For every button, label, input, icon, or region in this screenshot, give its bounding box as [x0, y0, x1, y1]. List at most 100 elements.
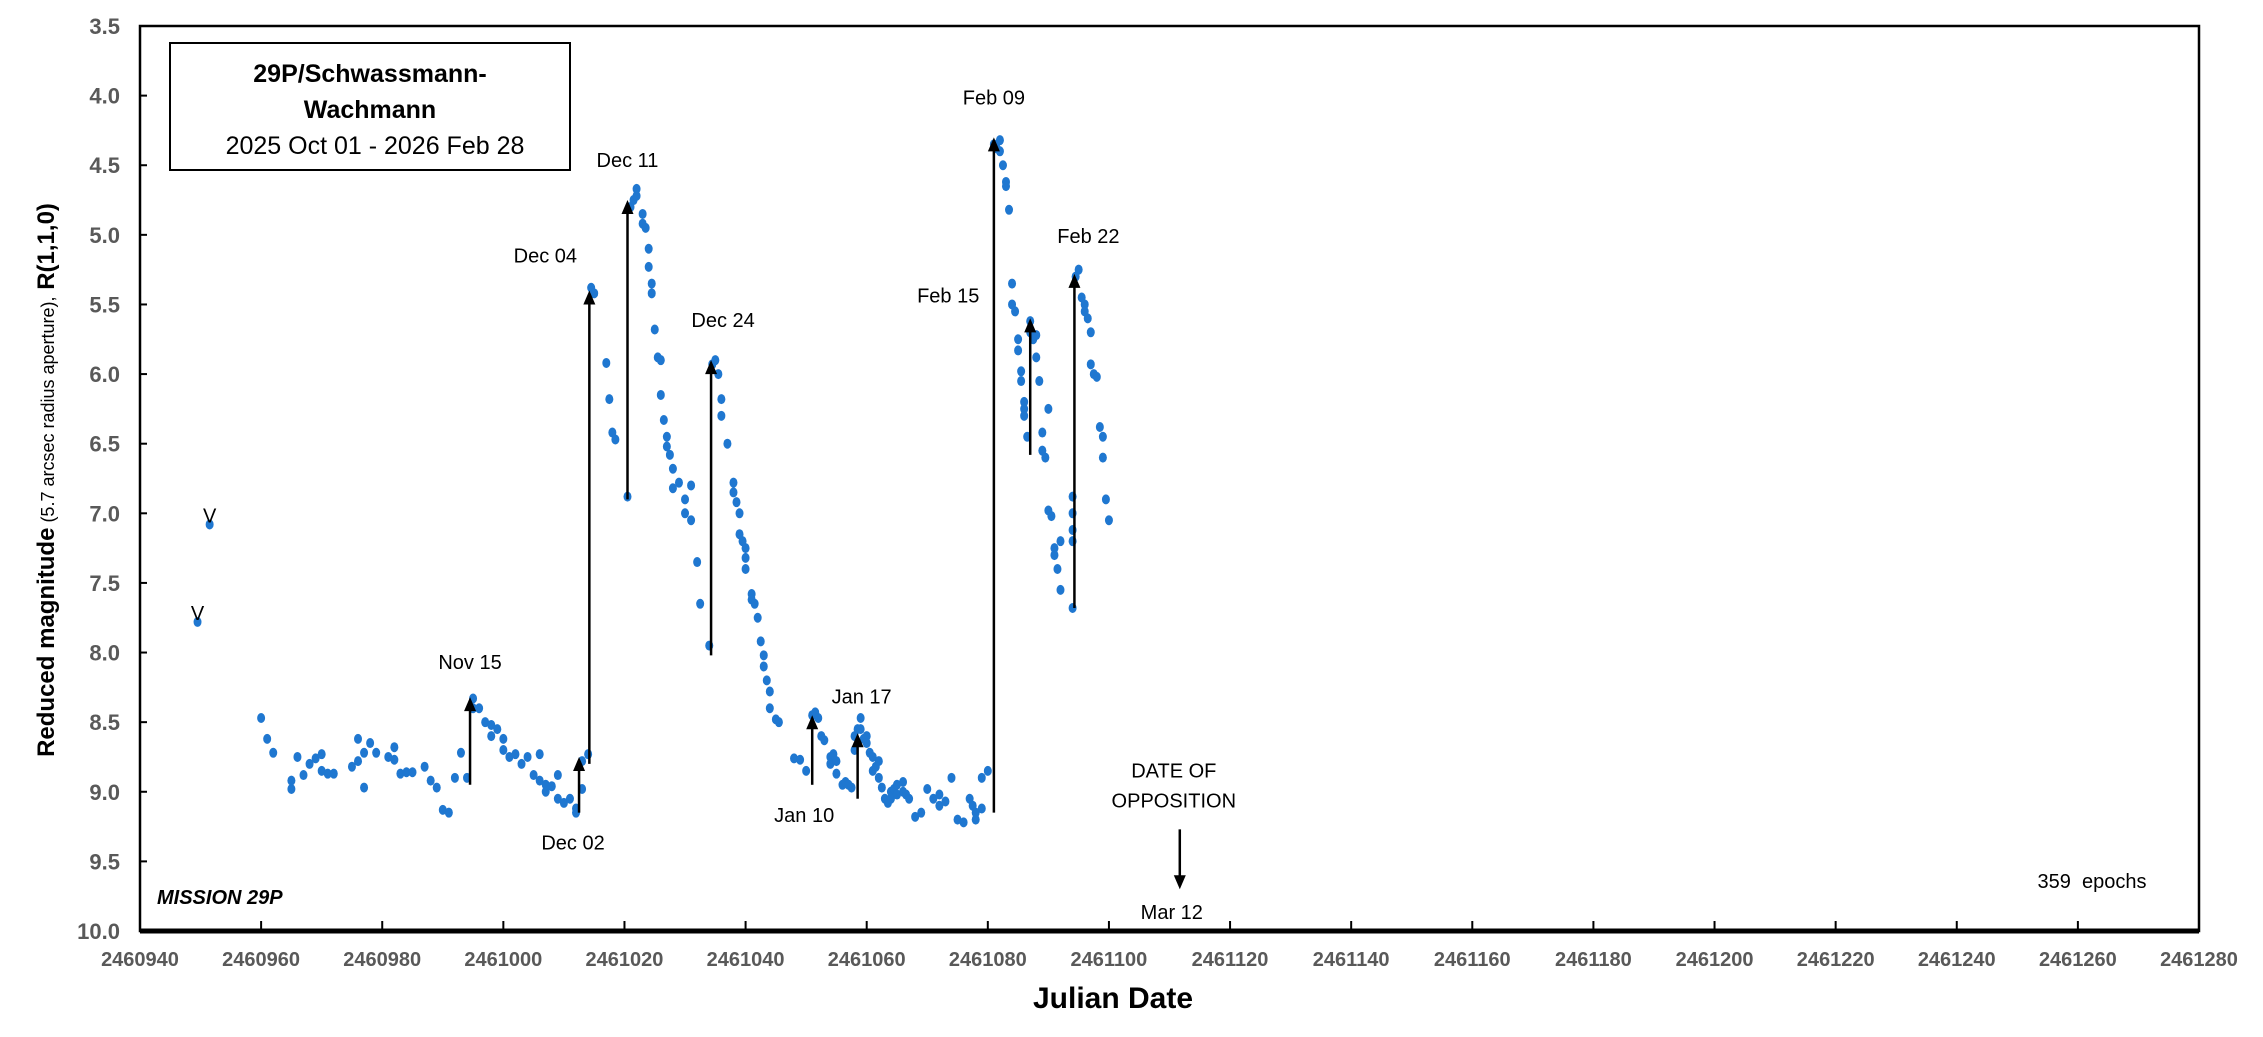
data-point [1050, 543, 1059, 554]
x-tick-label: 2461000 [464, 949, 542, 971]
outburst-label: Jan 17 [832, 686, 892, 708]
data-point [856, 712, 865, 723]
x-tick-label: 2461160 [1434, 949, 1511, 971]
data-point [659, 415, 668, 426]
data-point [953, 814, 962, 825]
data-point [1038, 427, 1047, 438]
data-point [499, 733, 508, 744]
data-point [499, 745, 508, 755]
outburst-label: Dec 24 [691, 310, 754, 332]
data-point [1020, 396, 1029, 407]
data-point [650, 324, 659, 335]
data-point [1050, 550, 1059, 561]
opposition-arrow-head [1173, 875, 1186, 890]
outburst-label: Dec 02 [541, 833, 604, 855]
data-point [408, 767, 417, 778]
data-point [1032, 330, 1041, 341]
data-point [1098, 431, 1107, 442]
outburst-label: Nov 15 [438, 652, 501, 674]
upper-limit-point [193, 616, 202, 627]
data-point [723, 438, 732, 449]
y-tick-label: 6.0 [89, 362, 120, 387]
data-point [517, 758, 526, 769]
data-point [977, 803, 986, 814]
x-axis-title: Julian Date [1033, 982, 1193, 1015]
data-point [287, 775, 296, 786]
data-point [899, 777, 908, 788]
data-point [935, 789, 944, 800]
data-point [929, 793, 938, 804]
data-point [565, 793, 574, 804]
y-tick-label: 8.0 [89, 641, 120, 666]
data-point [1080, 299, 1089, 310]
y-tick-label: 4.0 [89, 84, 120, 109]
outburst-arrow-head [464, 697, 477, 712]
data-point [329, 768, 338, 779]
x-tick-label: 2461240 [1918, 949, 1996, 971]
data-point [317, 749, 326, 760]
y-axis-ticks: 3.5 4.0 4.5 5.0 5.5 6.0 6.5 7.0 7.5 8.0 8.5 9.0 9.5 1… [77, 14, 147, 944]
upper-limit-marker: V [191, 603, 205, 625]
data-point [1056, 584, 1065, 595]
data-point [668, 483, 677, 494]
data-point [632, 183, 641, 194]
data-point [741, 543, 750, 554]
data-point [523, 751, 532, 762]
data-point [832, 756, 841, 767]
data-point [444, 807, 453, 818]
data-point [347, 761, 356, 772]
mission-label: MISSION 29P [157, 887, 283, 909]
data-point [765, 703, 774, 714]
outburst-arrow-head [1068, 273, 1081, 288]
data-point [696, 598, 705, 609]
data-point [662, 441, 671, 452]
x-tick-label: 2461120 [1192, 949, 1269, 971]
x-tick-label: 2460960 [222, 949, 300, 971]
data-point [647, 288, 656, 299]
data-point [681, 508, 690, 519]
x-tick-label: 2461220 [1797, 949, 1875, 971]
opposition-label-line2: OPPOSITION [1112, 790, 1236, 812]
data-point [541, 786, 550, 797]
data-point [750, 598, 759, 609]
data-point [917, 807, 926, 818]
outburst-arrow-head [987, 137, 1000, 152]
data-point [971, 807, 980, 818]
data-point [1074, 264, 1083, 275]
data-point [402, 767, 411, 778]
y-axis-title-detail: (5.7 arcsec radius aperture), [38, 296, 58, 527]
data-point [541, 779, 550, 790]
outburst-arrow-head [621, 200, 634, 215]
data-point [732, 497, 741, 508]
data-point [923, 783, 932, 794]
data-point [995, 135, 1004, 146]
data-point [1017, 376, 1026, 387]
data-point [759, 650, 768, 661]
data-point [765, 686, 774, 697]
title-box: 29P/Schwassmann- Wachmann 2025 Oct 01 - … [169, 42, 571, 171]
y-tick-label: 6.5 [89, 432, 120, 457]
data-point [354, 756, 363, 767]
y-tick-label: 9.5 [89, 849, 120, 874]
outburst-arrow-head [851, 733, 864, 748]
data-points: VV [191, 135, 1113, 828]
x-tick-label: 2461060 [828, 949, 906, 971]
y-axis-title-main: Reduced magnitude [33, 528, 60, 757]
data-point [644, 243, 653, 254]
data-point [505, 751, 514, 762]
outburst-arrow-head [583, 290, 596, 305]
y-tick-label: 7.5 [89, 571, 120, 596]
data-point [796, 754, 805, 765]
data-point [1092, 371, 1101, 382]
data-point [892, 789, 901, 800]
data-point [862, 738, 871, 749]
data-point [293, 751, 302, 762]
y-tick-label: 5.5 [89, 292, 120, 317]
data-point [856, 724, 865, 735]
data-point [611, 434, 620, 445]
data-point [1086, 359, 1095, 370]
outburst-label: Dec 04 [514, 246, 577, 268]
data-point [487, 731, 496, 742]
data-point [1095, 421, 1104, 432]
data-point [1032, 352, 1041, 363]
